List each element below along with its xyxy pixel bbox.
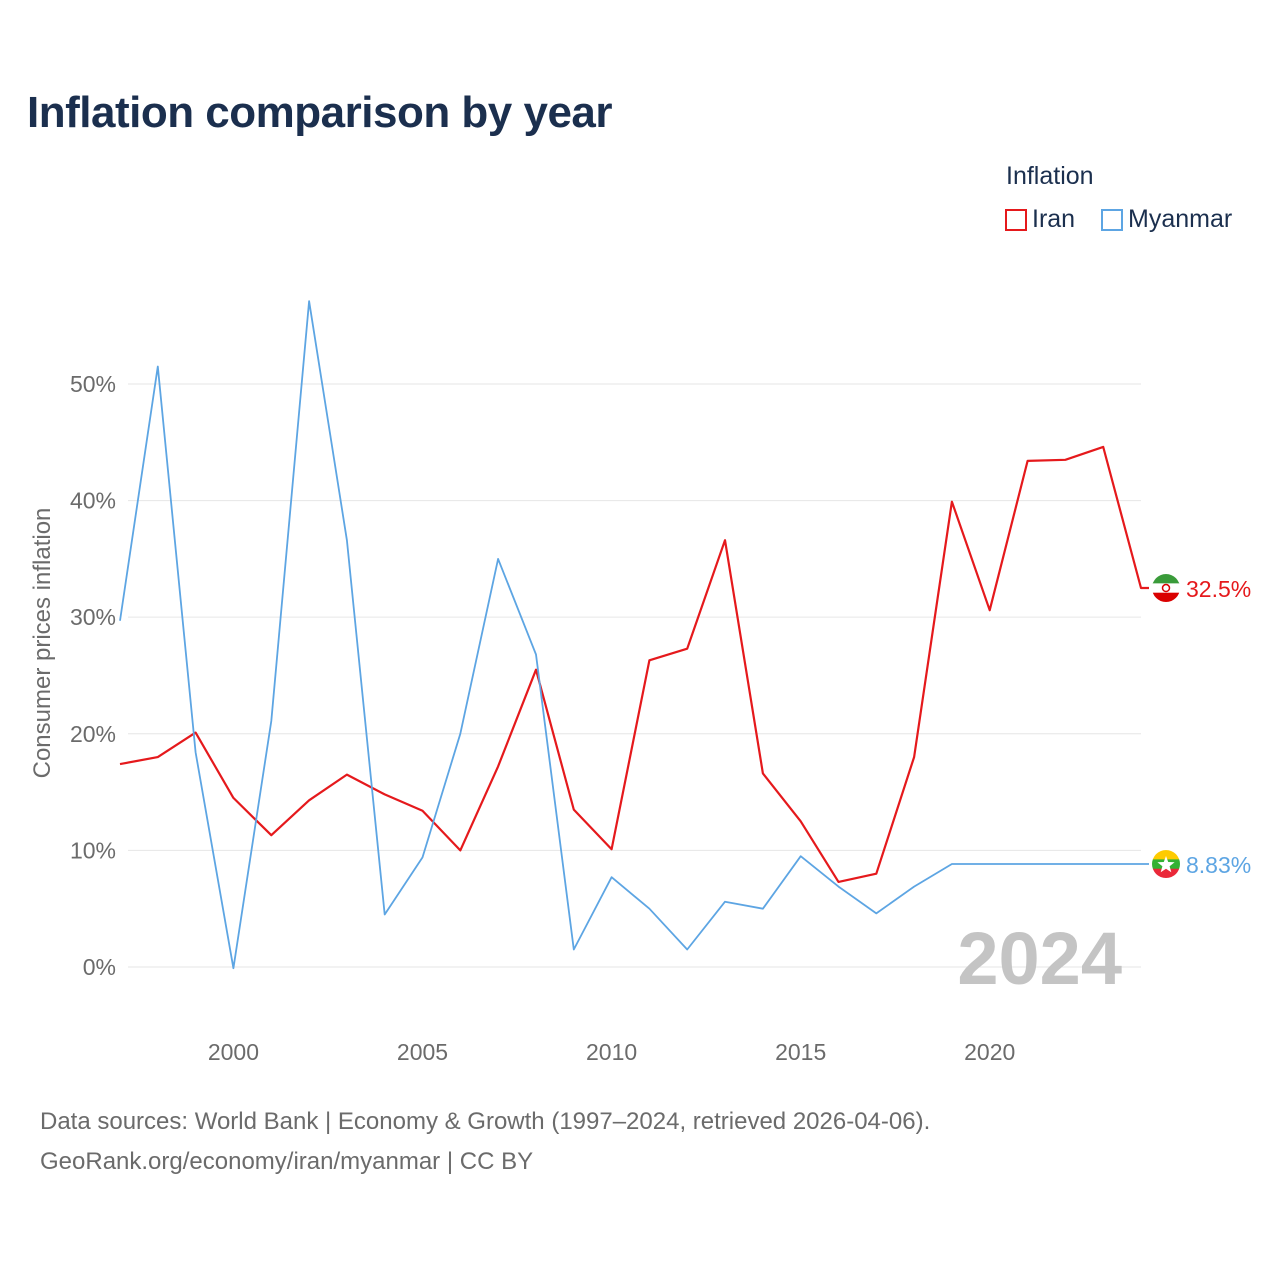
legend-item-iran[interactable]: Iran bbox=[1005, 205, 1075, 234]
x-tick-labels: 2000 2005 2010 2015 2020 bbox=[208, 1039, 1015, 1065]
x-tick-label: 2010 bbox=[586, 1039, 637, 1065]
legend-title: Inflation bbox=[1006, 162, 1094, 190]
iran-flag-icon bbox=[1152, 574, 1180, 603]
legend-swatch-iran bbox=[1005, 208, 1027, 231]
footer-sources: Data sources: World Bank | Economy & Gro… bbox=[40, 1108, 931, 1135]
y-tick-labels: 0% 10% 20% 30% 40% 50% bbox=[70, 371, 116, 980]
y-tick-label: 30% bbox=[70, 604, 116, 630]
footer-attribution[interactable]: GeoRank.org/economy/iran/myanmar | CC BY bbox=[40, 1148, 534, 1175]
x-tick-label: 2015 bbox=[775, 1039, 826, 1065]
series-line-iran[interactable] bbox=[119, 445, 1149, 884]
grid-lines bbox=[128, 383, 1141, 968]
x-tick-label: 2020 bbox=[964, 1039, 1015, 1065]
y-axis-label: Consumer prices inflation bbox=[29, 508, 56, 779]
x-tick-label: 2005 bbox=[397, 1039, 448, 1065]
year-watermark: 2024 bbox=[957, 917, 1122, 1000]
end-markers: 32.5% 8.83% bbox=[1152, 574, 1251, 879]
end-label-iran: 32.5% bbox=[1186, 576, 1251, 602]
chart-title: Inflation comparison by year bbox=[27, 88, 613, 137]
legend-swatch-myanmar bbox=[1101, 208, 1123, 231]
legend-label-iran: Iran bbox=[1032, 205, 1076, 233]
series-line-myanmar[interactable] bbox=[119, 300, 1149, 970]
end-label-myanmar: 8.83% bbox=[1186, 852, 1251, 878]
x-tick-label: 2000 bbox=[208, 1039, 259, 1065]
legend-label-myanmar: Myanmar bbox=[1128, 205, 1233, 233]
y-tick-label: 20% bbox=[70, 721, 116, 747]
myanmar-flag-icon bbox=[1152, 850, 1180, 879]
legend-item-myanmar[interactable]: Myanmar bbox=[1101, 205, 1232, 234]
y-tick-label: 10% bbox=[70, 837, 116, 863]
y-tick-label: 0% bbox=[83, 954, 116, 980]
series-lines bbox=[119, 300, 1149, 970]
y-tick-label: 50% bbox=[70, 371, 116, 397]
y-tick-label: 40% bbox=[70, 488, 116, 514]
